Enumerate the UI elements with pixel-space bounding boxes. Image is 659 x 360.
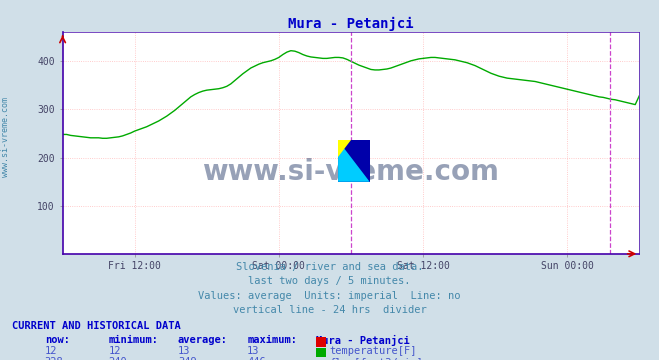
Text: maximum:: maximum: (247, 335, 297, 345)
Text: 328: 328 (45, 357, 63, 360)
Text: minimum:: minimum: (109, 335, 159, 345)
Text: vertical line - 24 hrs  divider: vertical line - 24 hrs divider (233, 305, 426, 315)
Text: Mura - Petanjci: Mura - Petanjci (316, 335, 410, 346)
Text: average:: average: (178, 335, 228, 345)
Text: last two days / 5 minutes.: last two days / 5 minutes. (248, 276, 411, 287)
Polygon shape (338, 140, 351, 157)
Polygon shape (338, 140, 370, 182)
Text: 13: 13 (178, 346, 190, 356)
Text: Slovenia / river and sea data.: Slovenia / river and sea data. (236, 262, 423, 272)
Text: www.si-vreme.com: www.si-vreme.com (1, 97, 10, 177)
Text: 12: 12 (109, 346, 121, 356)
Text: 446: 446 (247, 357, 266, 360)
Text: Values: average  Units: imperial  Line: no: Values: average Units: imperial Line: no (198, 291, 461, 301)
Text: temperature[F]: temperature[F] (330, 346, 417, 356)
Text: CURRENT AND HISTORICAL DATA: CURRENT AND HISTORICAL DATA (12, 321, 181, 332)
Text: www.si-vreme.com: www.si-vreme.com (202, 158, 500, 186)
Text: now:: now: (45, 335, 70, 345)
Polygon shape (338, 140, 370, 182)
Text: 13: 13 (247, 346, 260, 356)
Text: flow[foot3/min]: flow[foot3/min] (330, 357, 423, 360)
Text: 12: 12 (45, 346, 57, 356)
Title: Mura - Petanjci: Mura - Petanjci (288, 17, 414, 31)
Text: 349: 349 (178, 357, 196, 360)
Text: 240: 240 (109, 357, 127, 360)
